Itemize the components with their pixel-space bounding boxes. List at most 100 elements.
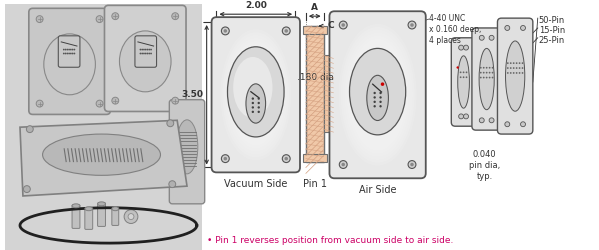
Ellipse shape bbox=[233, 57, 273, 118]
Circle shape bbox=[505, 26, 510, 30]
Circle shape bbox=[486, 77, 488, 78]
Circle shape bbox=[505, 122, 510, 127]
Circle shape bbox=[521, 122, 525, 127]
Ellipse shape bbox=[44, 34, 95, 95]
Circle shape bbox=[480, 77, 482, 78]
Circle shape bbox=[456, 66, 459, 69]
Circle shape bbox=[65, 49, 66, 50]
Circle shape bbox=[222, 155, 229, 162]
Circle shape bbox=[480, 67, 482, 68]
Ellipse shape bbox=[228, 41, 283, 148]
Circle shape bbox=[460, 72, 461, 73]
Circle shape bbox=[128, 214, 134, 220]
Circle shape bbox=[223, 29, 227, 33]
Circle shape bbox=[258, 102, 260, 104]
Ellipse shape bbox=[225, 35, 287, 154]
Circle shape bbox=[379, 92, 382, 94]
Ellipse shape bbox=[228, 47, 284, 137]
Bar bbox=[303, 154, 326, 162]
Circle shape bbox=[223, 157, 227, 160]
Ellipse shape bbox=[226, 38, 285, 151]
Circle shape bbox=[112, 13, 119, 20]
Circle shape bbox=[489, 72, 491, 74]
Circle shape bbox=[258, 98, 260, 100]
Ellipse shape bbox=[112, 207, 119, 211]
Circle shape bbox=[519, 62, 521, 64]
Text: 0.040
pin dia,
typ.: 0.040 pin dia, typ. bbox=[469, 150, 500, 181]
FancyBboxPatch shape bbox=[451, 38, 476, 126]
FancyBboxPatch shape bbox=[170, 100, 205, 204]
FancyBboxPatch shape bbox=[329, 11, 426, 178]
Circle shape bbox=[66, 49, 68, 50]
Text: • Pin 1 reverses position from vacuum side to air side.: • Pin 1 reverses position from vacuum si… bbox=[207, 236, 453, 245]
Circle shape bbox=[483, 77, 485, 78]
Ellipse shape bbox=[347, 36, 409, 154]
FancyBboxPatch shape bbox=[211, 17, 300, 172]
Circle shape bbox=[285, 29, 288, 33]
Ellipse shape bbox=[341, 27, 415, 162]
Ellipse shape bbox=[338, 24, 416, 166]
Circle shape bbox=[140, 49, 141, 50]
Ellipse shape bbox=[343, 30, 413, 160]
Circle shape bbox=[510, 67, 512, 69]
Circle shape bbox=[507, 72, 509, 74]
Circle shape bbox=[379, 105, 382, 108]
Circle shape bbox=[522, 72, 524, 74]
Text: 15-Pin: 15-Pin bbox=[539, 26, 565, 35]
Circle shape bbox=[150, 52, 152, 54]
Circle shape bbox=[507, 67, 509, 69]
Circle shape bbox=[408, 21, 416, 29]
Circle shape bbox=[65, 52, 66, 54]
Ellipse shape bbox=[98, 202, 105, 206]
Circle shape bbox=[96, 100, 103, 107]
Ellipse shape bbox=[479, 48, 494, 110]
Circle shape bbox=[462, 76, 464, 78]
Circle shape bbox=[341, 23, 345, 27]
Polygon shape bbox=[20, 120, 187, 196]
Circle shape bbox=[66, 52, 68, 54]
Circle shape bbox=[410, 23, 414, 27]
Circle shape bbox=[63, 52, 65, 54]
Circle shape bbox=[464, 45, 468, 50]
Circle shape bbox=[374, 96, 376, 98]
Ellipse shape bbox=[230, 44, 282, 146]
Circle shape bbox=[252, 102, 254, 104]
Circle shape bbox=[72, 49, 74, 50]
Circle shape bbox=[63, 49, 65, 50]
Circle shape bbox=[462, 72, 464, 73]
Circle shape bbox=[341, 163, 345, 166]
Ellipse shape bbox=[367, 75, 388, 120]
Circle shape bbox=[379, 96, 382, 98]
Circle shape bbox=[339, 160, 347, 168]
Circle shape bbox=[522, 67, 524, 69]
Circle shape bbox=[516, 67, 518, 69]
Circle shape bbox=[222, 27, 229, 35]
Circle shape bbox=[374, 92, 376, 94]
FancyBboxPatch shape bbox=[472, 28, 501, 130]
FancyBboxPatch shape bbox=[29, 8, 110, 115]
Ellipse shape bbox=[349, 39, 407, 151]
Ellipse shape bbox=[506, 41, 525, 111]
Circle shape bbox=[379, 101, 382, 103]
Ellipse shape bbox=[72, 204, 80, 208]
Circle shape bbox=[460, 76, 461, 78]
Circle shape bbox=[513, 67, 515, 69]
Circle shape bbox=[70, 52, 72, 54]
Circle shape bbox=[521, 26, 525, 30]
Text: 4-40 UNC
x 0.160 deep,
4 places: 4-40 UNC x 0.160 deep, 4 places bbox=[429, 14, 481, 46]
Circle shape bbox=[489, 67, 491, 68]
Circle shape bbox=[519, 72, 521, 74]
Circle shape bbox=[408, 160, 416, 168]
Circle shape bbox=[459, 114, 464, 119]
Circle shape bbox=[483, 72, 485, 74]
Ellipse shape bbox=[176, 120, 198, 174]
Circle shape bbox=[489, 118, 494, 123]
Text: 25-Pin: 25-Pin bbox=[539, 36, 565, 45]
Circle shape bbox=[112, 97, 119, 104]
Circle shape bbox=[36, 16, 43, 22]
Circle shape bbox=[172, 13, 179, 20]
Text: C: C bbox=[328, 22, 334, 30]
Ellipse shape bbox=[220, 29, 291, 160]
Circle shape bbox=[169, 181, 176, 188]
FancyBboxPatch shape bbox=[58, 36, 80, 67]
